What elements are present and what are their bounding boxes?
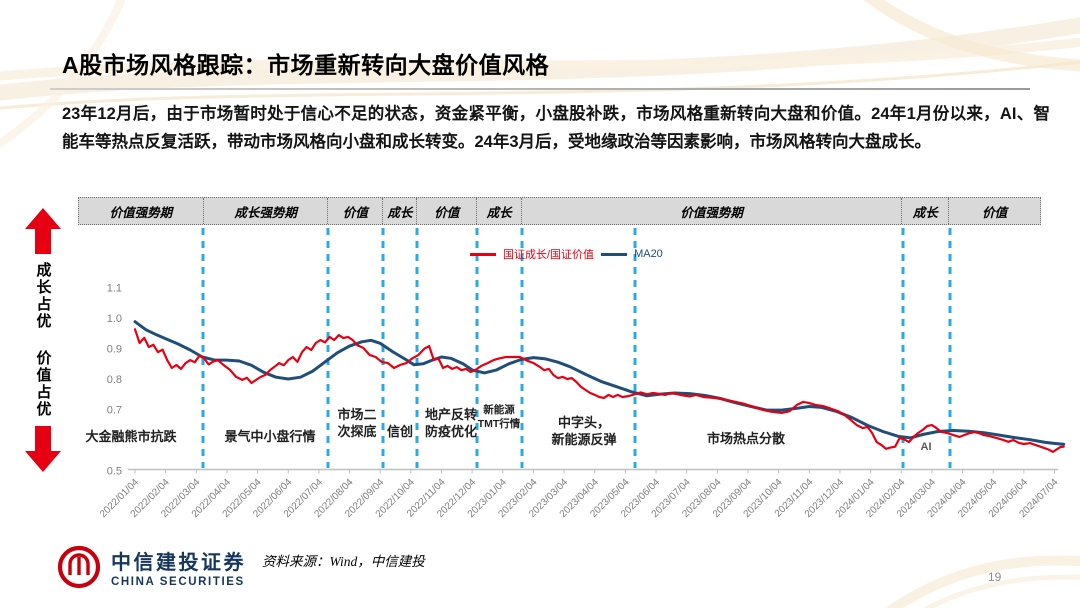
growth-dominant-label: 成长占优	[34, 262, 52, 330]
growth-value-ratio-legend-swatch	[470, 252, 496, 256]
ma20-legend-swatch	[601, 252, 628, 256]
logo-chinese-name: 中信建投证券	[111, 552, 246, 574]
chart-legend: 国证成长/国证价值 MA20	[470, 246, 663, 262]
logo-text: 中信建投证券 CHINA SECURITIES	[111, 546, 246, 588]
chart-annotation: 中字头， 新能源反弹	[551, 415, 617, 447]
chart-annotation: 信创	[386, 424, 414, 439]
ma20-legend-label: MA20	[634, 248, 663, 260]
phase-segment: 价值强势期	[79, 198, 204, 224]
chart-annotation: 景气中小盘行情	[224, 429, 316, 444]
phase-segment: 成长强势期	[204, 198, 329, 224]
chart-annotation: 市场热点分散	[706, 431, 786, 446]
chart-annotation: 市场二 次探底	[337, 407, 377, 439]
summary-paragraph: 23年12月后，由于市场暂时处于信心不足的状态，资金紧平衡，小盘股补跌，市场风格…	[62, 105, 1050, 152]
growth-value-ratio-legend-label: 国证成长/国证价值	[503, 249, 595, 261]
page-title: A股市场风格跟踪：市场重新转向大盘价值风格	[62, 52, 550, 78]
footer: 中信建投证券 CHINA SECURITIES 资料来源：Wind，中信建投	[56, 544, 425, 590]
phase-strip: 价值强势期 成长强势期 价值 成长 价值 成长 价值强势期 成长 价值	[78, 197, 1041, 225]
phase-segment: 成长	[902, 198, 950, 224]
title-divider	[50, 88, 1030, 90]
chart-annotation: 地产反转 防疫优化	[424, 407, 478, 439]
source-note: 资料来源：Wind，中信建投	[262, 554, 425, 569]
phase-segment: 价值	[417, 198, 478, 224]
value-dominant-label: 价值占优	[34, 350, 52, 419]
chart-annotation: 大金融熊市抗跌	[85, 429, 177, 444]
phase-segment: 成长	[477, 198, 523, 224]
phase-segment: 价值强势期	[522, 198, 903, 224]
style-direction-rail: 成长占优 价值占优	[22, 208, 64, 473]
axis-direction-labels: 成长占优 价值占优	[33, 262, 54, 418]
chart-annotation: AI	[920, 441, 932, 453]
page-number: 19	[988, 570, 1002, 584]
chart-annotation: 新能源 TMT行情	[477, 404, 521, 430]
phase-segment: 成长	[383, 198, 418, 224]
logo-english-name: CHINA SECURITIES	[111, 576, 245, 588]
down-arrow-icon	[25, 426, 61, 473]
phase-segment: 价值	[328, 198, 384, 224]
phase-segment: 价值	[982, 205, 1008, 220]
up-arrow-icon	[25, 208, 61, 254]
citic-logo-icon	[57, 545, 101, 589]
